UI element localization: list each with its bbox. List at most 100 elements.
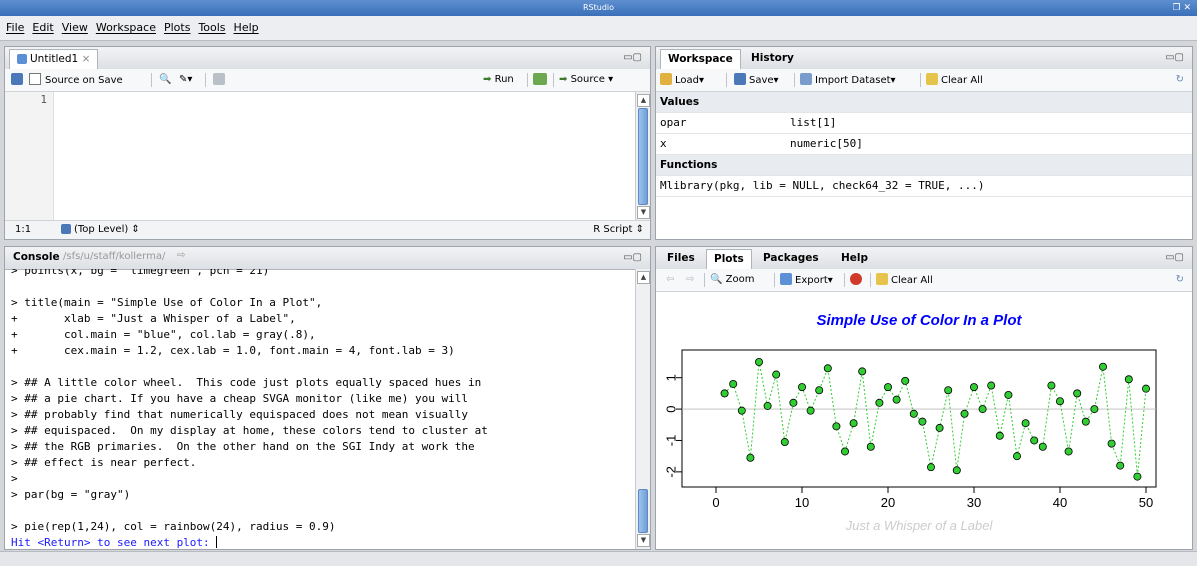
data-point: [944, 386, 953, 395]
scroll-thumb[interactable]: [638, 108, 648, 205]
console-line: > pie(rep(1,24), col = rainbow(24), radi…: [11, 520, 336, 533]
data-point: [746, 453, 755, 462]
editor-statusbar: 1:1 (Top Level) ⇕ R Script ⇕: [5, 220, 650, 239]
menu-tools[interactable]: Tools: [198, 21, 226, 34]
tab-history[interactable]: History: [751, 52, 794, 64]
toolbar-separator: [774, 273, 775, 287]
functions-header-label: Functions: [660, 159, 718, 171]
console-line: > ## probably find that numerically equi…: [11, 408, 468, 421]
close-tab-icon[interactable]: ×: [81, 53, 91, 65]
menu-workspace[interactable]: Workspace: [95, 21, 156, 34]
clear-plots-label: Clear All: [891, 275, 933, 286]
menu-file[interactable]: File: [6, 21, 25, 34]
find-icon[interactable]: 🔍: [159, 74, 172, 85]
import-label: Import Dataset▾: [815, 75, 896, 86]
console-output[interactable]: > points(x, bg = "limegreen", pch = 21) >…: [5, 269, 636, 549]
data-point: [858, 367, 867, 376]
data-point: [1073, 389, 1082, 398]
refresh-icon[interactable]: ↻: [1175, 274, 1184, 285]
menu-plots[interactable]: Plots: [163, 21, 191, 34]
console-line: > ## a pie chart. If you have a cheap SV…: [11, 392, 468, 405]
forward-arrow-icon[interactable]: ⇨: [686, 274, 695, 285]
y-tick-label: 1: [663, 374, 678, 381]
clear-all-plots-button[interactable]: Clear All: [876, 273, 933, 288]
data-point: [1004, 390, 1013, 399]
x-axis-label: Just a Whisper of a Label: [845, 518, 994, 533]
save-button[interactable]: Save▾: [734, 73, 779, 88]
scroll-down-icon[interactable]: ▼: [637, 206, 650, 219]
toolbar-separator: [704, 273, 705, 287]
workspace-row-mlibrary[interactable]: Mlibrary(pkg, lib = NULL, check64_32 = T…: [656, 176, 1192, 197]
workspace-row-opar[interactable]: opar list[1]: [656, 113, 1192, 134]
console-scrollbar[interactable]: ▲ ▼: [635, 269, 650, 549]
tab-packages[interactable]: Packages: [763, 252, 819, 264]
tab-files[interactable]: Files: [667, 252, 695, 264]
file-type-selector[interactable]: R Script ⇕: [593, 224, 644, 235]
console-line: + xlab = "Just a Whisper of a Label",: [11, 312, 296, 325]
back-arrow-icon[interactable]: ⇦: [666, 274, 675, 285]
data-point: [1141, 384, 1150, 393]
print-icon[interactable]: [213, 73, 228, 88]
data-point: [883, 383, 892, 392]
values-header: Values: [656, 92, 1192, 113]
data-point: [918, 417, 927, 426]
toolbar-separator: [527, 73, 528, 87]
pane-window-controls[interactable]: ▭▢: [1165, 52, 1184, 63]
menu-edit[interactable]: Edit: [32, 21, 54, 34]
text-cursor: [216, 536, 218, 548]
scope-selector[interactable]: (Top Level) ⇕: [61, 221, 140, 238]
pane-window-controls[interactable]: ▭▢: [623, 252, 642, 263]
toolbar-separator: [920, 73, 921, 87]
data-point: [1064, 447, 1073, 456]
source-on-save-checkbox[interactable]: Source on Save: [29, 73, 123, 88]
pane-window-controls[interactable]: ▭▢: [1165, 252, 1184, 263]
tab-untitled1[interactable]: Untitled1 ×: [9, 49, 99, 69]
data-point: [849, 419, 858, 428]
tab-help[interactable]: Help: [841, 252, 869, 264]
scroll-thumb[interactable]: [638, 489, 648, 533]
save-icon[interactable]: [11, 73, 26, 88]
data-point: [1090, 405, 1099, 414]
data-point: [780, 438, 789, 447]
remove-plot-icon[interactable]: [850, 273, 865, 288]
data-point: [763, 401, 772, 410]
console-path[interactable]: /sfs/u/staff/kollerma/: [63, 251, 166, 262]
console-line: > points(x, bg = "limegreen", pch = 21): [11, 269, 270, 277]
scroll-down-icon[interactable]: ▼: [637, 534, 650, 547]
menu-help[interactable]: Help: [233, 21, 259, 34]
refresh-icon[interactable]: ↻: [1175, 74, 1184, 85]
menu-view[interactable]: View: [61, 21, 88, 34]
data-point: [969, 383, 978, 392]
export-button[interactable]: Export▾: [780, 273, 833, 288]
scroll-up-icon[interactable]: ▲: [637, 94, 650, 107]
data-point: [1012, 452, 1021, 461]
data-point: [1124, 375, 1133, 384]
source-label: Source: [570, 74, 605, 85]
rerun-icon[interactable]: [533, 73, 550, 88]
toolbar-separator: [553, 73, 554, 87]
editor-scrollbar[interactable]: ▲ ▼: [635, 92, 650, 221]
pane-window-controls[interactable]: ▭▢: [623, 52, 642, 63]
toolbar-separator: [870, 273, 871, 287]
import-dataset-button[interactable]: Import Dataset▾: [800, 73, 896, 88]
source-button[interactable]: ➡ Source ▾: [559, 74, 614, 85]
run-button[interactable]: ➡ Run: [483, 74, 514, 85]
toolbar-separator: [205, 73, 206, 87]
scroll-up-icon[interactable]: ▲: [637, 271, 650, 284]
console-line: > title(main = "Simple Use of Color In a…: [11, 296, 323, 309]
tab-plots[interactable]: Plots: [706, 249, 752, 269]
y-tick-label: -2: [663, 466, 678, 478]
load-button[interactable]: Load▾: [660, 73, 704, 88]
go-to-directory-icon[interactable]: ⇨: [177, 250, 186, 261]
tab-workspace[interactable]: Workspace: [660, 49, 741, 69]
code-editor[interactable]: [54, 92, 636, 221]
data-point: [1038, 442, 1047, 451]
zoom-button[interactable]: 🔍 Zoom: [710, 274, 755, 285]
window-controls[interactable]: ❐ ✕: [1172, 3, 1191, 13]
console-line: > ## the RGB primaries. On the other han…: [11, 440, 475, 453]
data-point: [840, 447, 849, 456]
cursor-position: 1:1: [15, 224, 32, 235]
magic-wand-icon[interactable]: ✎▾: [179, 74, 193, 85]
workspace-row-x[interactable]: x numeric[50]: [656, 134, 1192, 155]
clear-all-button[interactable]: Clear All: [926, 73, 983, 88]
